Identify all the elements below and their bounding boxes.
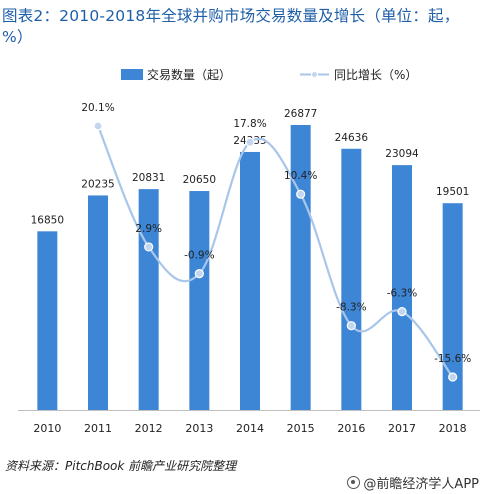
growth-point-2013	[194, 269, 204, 279]
growth-value-label-2014: 17.8%	[233, 118, 266, 130]
growth-value-label-2015: 10.4%	[284, 170, 317, 182]
x-tick-label-2015: 2015	[287, 422, 315, 435]
growth-point-2017	[397, 307, 407, 317]
x-tick-label-2016: 2016	[337, 422, 365, 435]
bar-2012	[138, 189, 159, 410]
growth-value-label-2011: 20.1%	[81, 102, 114, 114]
bar-2015	[290, 125, 311, 410]
bar-value-label-2018: 19501	[436, 186, 469, 198]
chart-title: 图表2：2010-2018年全球并购市场交易数量及增长（单位：起，%）	[2, 7, 460, 46]
bar-series: 1685020235208312065024335268772463623094…	[31, 108, 469, 411]
growth-value-label-2012: 2.9%	[135, 223, 162, 235]
legend: 交易数量（起） 同比增长（%）	[121, 67, 417, 82]
x-tick-label-2014: 2014	[236, 422, 264, 435]
bar-2014	[240, 151, 260, 410]
growth-point-2015	[296, 189, 306, 199]
x-tick-label-2013: 2013	[185, 422, 213, 435]
growth-value-label-2017: -6.3%	[387, 288, 417, 300]
x-tick-label-2010: 2010	[33, 422, 61, 435]
growth-point-2018	[448, 372, 458, 382]
brand-mark: @前瞻经济学人APP	[347, 473, 479, 492]
x-tick-label-2011: 2011	[84, 422, 112, 435]
bar-2016	[341, 148, 362, 411]
bar-2018	[442, 203, 463, 410]
growth-value-label-2016: -8.3%	[336, 302, 366, 314]
x-tick-label-2012: 2012	[135, 422, 163, 435]
bar-value-label-2011: 20235	[81, 178, 114, 190]
bar-value-label-2012: 20831	[132, 172, 165, 184]
bar-value-label-2016: 24636	[335, 132, 369, 144]
bar-2010	[37, 231, 58, 410]
legend-label-bars: 交易数量（起）	[147, 67, 231, 82]
x-tick-label-2018: 2018	[439, 422, 467, 435]
legend-marker-sample	[311, 71, 318, 78]
growth-point-2012	[144, 242, 154, 252]
bar-2011	[88, 195, 108, 410]
source-note: 资料来源：PitchBook 前瞻产业研究院整理	[5, 459, 237, 473]
bar-2013	[189, 191, 210, 410]
bar-value-label-2013: 20650	[183, 174, 216, 186]
growth-point-2014	[245, 137, 255, 147]
growth-value-label-2013: -0.9%	[184, 250, 214, 262]
growth-point-2016	[346, 321, 356, 331]
bar-value-label-2017: 23094	[385, 148, 419, 160]
legend-label-growth: 同比增长（%）	[334, 68, 417, 82]
bar-value-label-2015: 26877	[284, 108, 317, 120]
x-axis: 2010 2011 2012 2013 2014 2015 2016 2017 2018	[18, 410, 480, 435]
growth-value-label-2018: -15.6%	[434, 353, 471, 365]
growth-point-2011	[93, 121, 103, 131]
growth-line-series: 20.1% 2.9% -0.9% 17.8% 10.4% -8.3% -6.3% -15.6%	[81, 102, 471, 382]
bar-2017	[392, 165, 412, 410]
brand-icon	[347, 476, 361, 489]
legend-swatch-bars	[121, 69, 143, 80]
x-tick-label-2017: 2017	[388, 422, 416, 435]
brand-label: @前瞻经济学人APP	[363, 477, 479, 492]
bar-value-label-2010: 16850	[31, 214, 64, 226]
